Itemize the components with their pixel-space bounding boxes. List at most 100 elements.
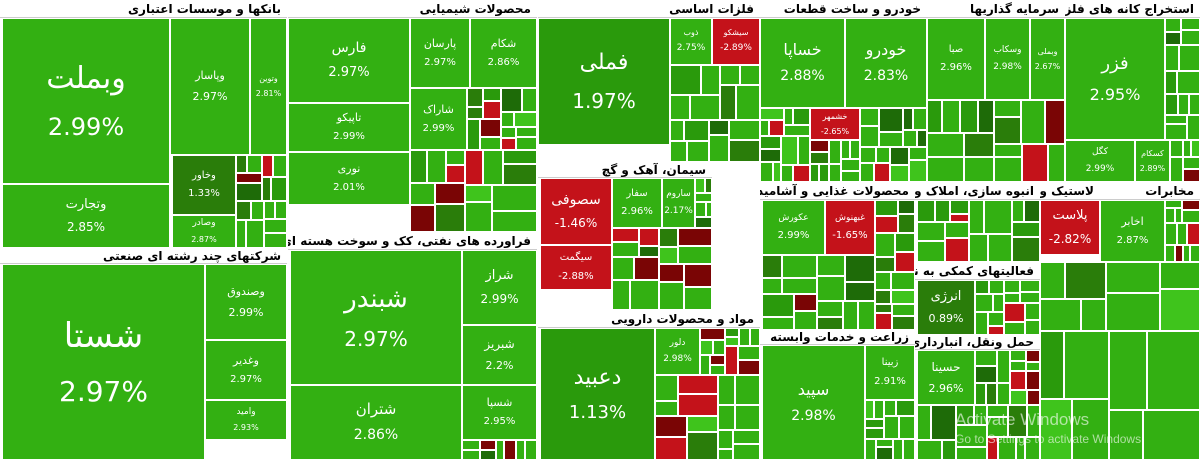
small-tile bbox=[762, 294, 794, 317]
small-tile bbox=[1165, 208, 1175, 223]
small-tile bbox=[994, 100, 1021, 117]
small-tile bbox=[865, 428, 884, 439]
small-tile bbox=[1048, 144, 1065, 182]
sector-title: فراورده های نفتی، کک و سوخت هسته ای bbox=[288, 232, 537, 250]
stock-change: 2.99% bbox=[480, 291, 519, 306]
stock-symbol: سیشکو bbox=[723, 28, 749, 38]
small-tile bbox=[670, 95, 690, 120]
small-tile bbox=[1165, 223, 1177, 245]
small-tile bbox=[817, 255, 845, 276]
small-tile bbox=[769, 120, 784, 136]
small-tile bbox=[964, 157, 994, 182]
small-tile bbox=[917, 440, 942, 460]
small-tile bbox=[739, 328, 750, 346]
small-tile bbox=[1170, 140, 1183, 157]
small-tile bbox=[988, 312, 1004, 326]
small-tile bbox=[492, 185, 537, 211]
stock-tile: حسینا 2.96% bbox=[917, 350, 975, 405]
small-tile bbox=[275, 201, 287, 219]
stock-tile: سیشکو -2.89% bbox=[712, 18, 760, 65]
small-tile bbox=[1025, 303, 1040, 320]
small-tile bbox=[986, 383, 997, 405]
small-tile bbox=[713, 340, 725, 355]
small-tile bbox=[435, 204, 465, 232]
stock-change: 2.98% bbox=[663, 354, 692, 364]
small-tile bbox=[1040, 331, 1064, 399]
stock-tile: انرژی 0.89% bbox=[917, 280, 975, 335]
small-tile bbox=[762, 317, 794, 330]
small-tile bbox=[1040, 262, 1065, 299]
small-tile bbox=[725, 337, 739, 346]
small-tile bbox=[1143, 410, 1200, 460]
small-tile bbox=[898, 200, 915, 214]
small-tile bbox=[810, 152, 829, 164]
small-tile bbox=[706, 202, 712, 217]
small-tile bbox=[817, 276, 845, 301]
small-tile bbox=[480, 440, 496, 450]
stock-tile: فزر 2.95% bbox=[1065, 18, 1165, 140]
small-tile bbox=[1021, 100, 1045, 144]
small-tile bbox=[903, 108, 913, 130]
small-tile bbox=[760, 136, 781, 149]
small-tile bbox=[1010, 361, 1026, 371]
stock-symbol: سصوفی bbox=[551, 191, 601, 208]
small-tile bbox=[841, 171, 860, 182]
small-tile bbox=[446, 150, 465, 165]
small-tile bbox=[465, 185, 492, 202]
stock-tile: خساپا 2.88% bbox=[760, 18, 845, 108]
small-tile bbox=[262, 177, 271, 201]
small-tile bbox=[1178, 94, 1189, 115]
small-tile bbox=[1170, 157, 1183, 182]
stock-change: -2.65% bbox=[820, 126, 850, 136]
small-tile bbox=[273, 155, 287, 177]
small-tile bbox=[720, 85, 736, 120]
sector-title: فلزات اساسی bbox=[538, 0, 760, 18]
small-tile bbox=[655, 437, 687, 460]
small-tile bbox=[917, 200, 935, 222]
sector-title: محصولات شیمیایی bbox=[288, 0, 537, 18]
small-tile bbox=[1025, 320, 1040, 335]
stock-symbol: دلور bbox=[669, 337, 686, 348]
small-tile bbox=[687, 432, 718, 460]
stock-tile: وسکاب 2.98% bbox=[985, 18, 1030, 100]
stock-change: 2.99% bbox=[422, 122, 455, 134]
small-tile bbox=[522, 88, 537, 112]
small-tile bbox=[247, 155, 262, 173]
sector-title: انبوه سازی، املاک و مستغلات bbox=[915, 182, 1040, 200]
small-tile bbox=[884, 400, 896, 416]
small-tile bbox=[935, 200, 950, 222]
small-tile bbox=[516, 127, 537, 137]
sector-title: خودرو و ساخت قطعات bbox=[760, 0, 927, 18]
small-tile bbox=[892, 304, 915, 316]
small-tile bbox=[462, 440, 480, 450]
small-tile bbox=[784, 108, 793, 125]
sector-title: فعالیتهای کمکی به نهادهای مالی واسط bbox=[915, 262, 1040, 280]
small-tile bbox=[264, 201, 275, 219]
small-tile bbox=[917, 222, 945, 241]
stock-change: 2.98% bbox=[791, 407, 836, 424]
small-tile bbox=[709, 135, 729, 162]
stock-symbol: غبهنوش bbox=[835, 212, 865, 223]
small-tile bbox=[829, 140, 841, 164]
small-tile bbox=[956, 447, 987, 460]
stock-tile: زبینا 2.91% bbox=[865, 345, 915, 400]
small-tile bbox=[794, 294, 817, 311]
stock-tile: سفار 2.96% bbox=[612, 178, 662, 228]
stock-symbol: ذوب bbox=[683, 28, 699, 38]
stock-change: 2.75% bbox=[676, 43, 706, 54]
small-tile bbox=[738, 360, 760, 375]
stock-tile: خشمهر -2.65% bbox=[810, 108, 860, 140]
small-tile bbox=[762, 255, 782, 278]
small-tile bbox=[975, 280, 989, 294]
stock-tile: وغدیر 2.97% bbox=[205, 340, 287, 400]
small-tile bbox=[850, 140, 860, 159]
stock-change: 2.88% bbox=[780, 68, 825, 85]
small-tile bbox=[501, 112, 514, 127]
small-tile bbox=[670, 141, 687, 162]
small-tile bbox=[236, 155, 247, 173]
small-tile bbox=[975, 350, 997, 366]
small-tile bbox=[1004, 293, 1020, 303]
small-tile bbox=[781, 136, 798, 165]
stock-symbol: صبا bbox=[948, 43, 964, 55]
small-tile bbox=[1020, 280, 1040, 292]
